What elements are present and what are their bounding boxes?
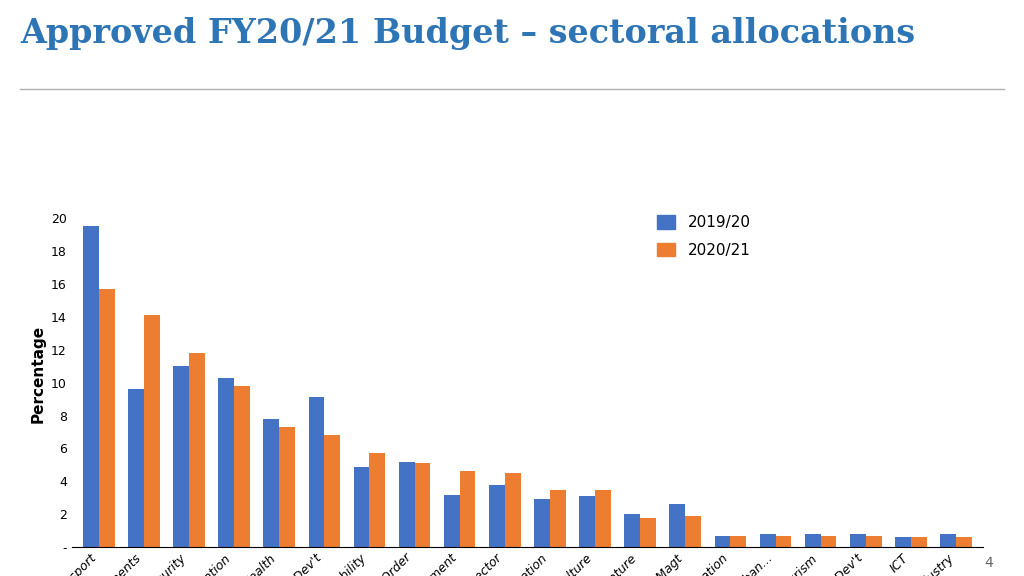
Bar [460, 472, 475, 547]
Bar [820, 536, 837, 547]
Bar [685, 516, 701, 547]
Bar [895, 537, 911, 547]
Bar [911, 537, 927, 547]
Bar [398, 461, 415, 547]
Text: 4: 4 [984, 556, 993, 570]
Bar [625, 514, 640, 547]
Bar [280, 427, 295, 547]
Bar [595, 490, 611, 547]
Bar [308, 397, 325, 547]
Bar [370, 453, 385, 547]
Bar [353, 467, 370, 547]
Bar [730, 536, 746, 547]
Bar [415, 463, 430, 547]
Bar [143, 315, 160, 547]
Bar [189, 353, 205, 547]
Text: Approved FY20/21 Budget – sectoral allocations: Approved FY20/21 Budget – sectoral alloc… [20, 17, 915, 50]
Bar [775, 536, 792, 547]
Bar [865, 536, 882, 547]
Bar [760, 534, 775, 547]
Bar [550, 490, 565, 547]
Bar [489, 484, 505, 547]
Bar [443, 495, 460, 547]
Bar [98, 289, 115, 547]
Bar [83, 226, 98, 547]
Bar [805, 534, 820, 547]
Bar [956, 537, 972, 547]
Bar [173, 366, 189, 547]
Bar [640, 518, 656, 547]
Bar [715, 536, 730, 547]
Bar [670, 505, 685, 547]
Y-axis label: Percentage: Percentage [31, 325, 45, 423]
Bar [218, 378, 234, 547]
Bar [580, 496, 595, 547]
Bar [940, 534, 956, 547]
Bar [128, 389, 143, 547]
Bar [505, 473, 520, 547]
Bar [850, 534, 865, 547]
Bar [325, 435, 340, 547]
Legend: 2019/20, 2020/21: 2019/20, 2020/21 [651, 209, 757, 264]
Bar [263, 419, 280, 547]
Bar [234, 386, 250, 547]
Bar [535, 499, 550, 547]
